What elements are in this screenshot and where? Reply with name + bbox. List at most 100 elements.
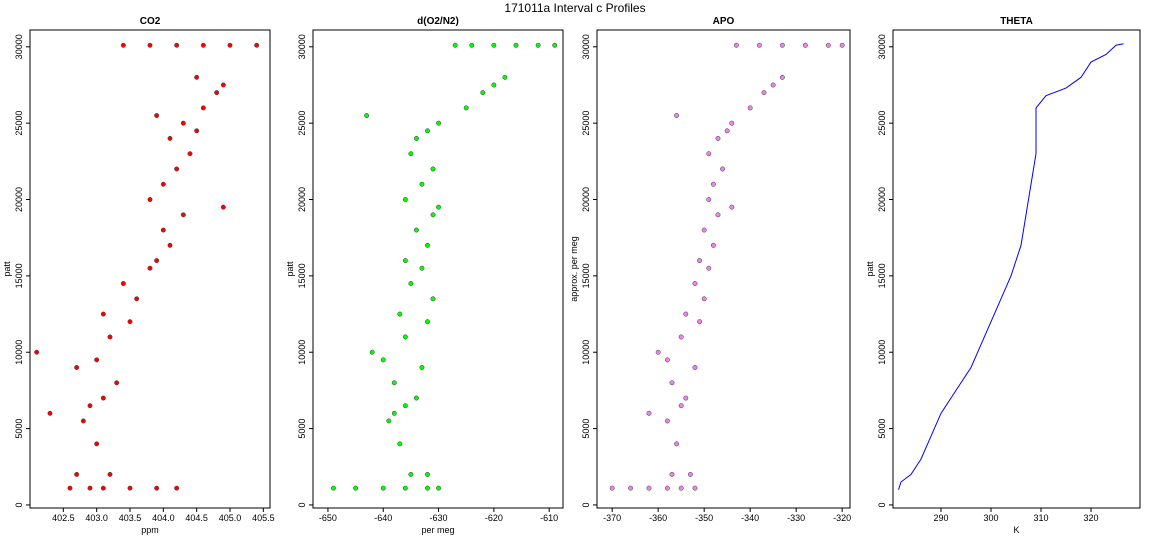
point [720, 166, 726, 172]
point [469, 42, 475, 48]
point [425, 242, 430, 248]
x-tick-label: -620 [485, 513, 503, 523]
point [729, 204, 735, 210]
y-tick-label: 30000 [297, 34, 307, 59]
point [100, 485, 106, 491]
point [107, 471, 113, 477]
y-tick-label: 25000 [877, 111, 887, 136]
y-axis-label: approx. per meg [569, 236, 579, 302]
point [167, 135, 173, 141]
x-tick-label: -650 [319, 513, 337, 523]
y-tick-label: 25000 [297, 111, 307, 136]
point [380, 357, 386, 363]
point [463, 105, 469, 111]
point [436, 204, 442, 210]
main-title: 171011a Interval c Profiles [504, 1, 645, 15]
x-tick-label: -350 [695, 513, 713, 523]
x-tick-label: -330 [787, 513, 805, 523]
y-tick-label: 5000 [877, 419, 887, 439]
panel-title: d(O2/N2) [417, 16, 459, 27]
point [552, 42, 558, 48]
point [609, 485, 615, 491]
x-tick-label: -360 [649, 513, 667, 523]
point [491, 82, 497, 88]
x-tick-label: 290 [933, 513, 948, 523]
point [397, 311, 403, 317]
point [664, 357, 670, 363]
point [706, 151, 712, 157]
point [669, 471, 675, 477]
y-tick-label: 20000 [581, 187, 591, 212]
y-tick-label: 15000 [297, 263, 307, 288]
x-tick-label: -370 [603, 513, 621, 523]
y-tick-label: 30000 [14, 34, 24, 59]
point [127, 485, 133, 491]
point [683, 311, 689, 317]
point [174, 485, 180, 491]
point [413, 135, 419, 141]
point [674, 441, 680, 447]
point [214, 90, 220, 96]
point [715, 212, 721, 218]
point [120, 42, 126, 48]
y-tick-label: 5000 [297, 419, 307, 439]
point [678, 334, 684, 340]
point [535, 42, 541, 48]
plot-frame [29, 29, 271, 509]
point [391, 380, 397, 386]
point [761, 90, 767, 96]
point [80, 418, 86, 424]
point [664, 485, 670, 491]
point [174, 166, 180, 172]
point [683, 395, 689, 401]
x-tick-label: 404.5 [185, 513, 208, 523]
y-tick-label: 20000 [14, 187, 24, 212]
point [369, 349, 375, 355]
point [408, 151, 414, 157]
y-tick-label: 20000 [297, 187, 307, 212]
point [364, 113, 370, 118]
point [779, 42, 785, 48]
point [107, 334, 113, 340]
point [692, 281, 698, 286]
point [254, 42, 260, 48]
point [353, 485, 359, 491]
point [697, 319, 703, 325]
point [655, 349, 661, 355]
point [402, 258, 408, 264]
point [825, 42, 831, 48]
point [160, 227, 166, 233]
point [646, 485, 652, 491]
point [425, 471, 430, 477]
point [674, 113, 680, 118]
point [692, 365, 698, 370]
y-tick-label: 25000 [14, 111, 24, 136]
point [154, 485, 160, 491]
point [380, 485, 386, 491]
point [114, 380, 120, 386]
point [402, 403, 408, 409]
point [47, 410, 53, 416]
point [402, 197, 408, 202]
point [220, 204, 226, 210]
y-tick-label: 10000 [877, 340, 887, 365]
point [391, 410, 397, 416]
point [194, 128, 200, 134]
point [756, 42, 762, 48]
point [802, 42, 808, 48]
x-tick-label: -640 [374, 513, 392, 523]
point [701, 296, 707, 302]
point [710, 181, 716, 187]
point [770, 82, 776, 88]
point [200, 42, 206, 48]
x-tick-label: -630 [430, 513, 448, 523]
point [94, 357, 100, 363]
point [147, 265, 153, 271]
plot-frame [312, 29, 564, 509]
point [187, 151, 193, 157]
point [408, 281, 414, 286]
point [678, 485, 684, 491]
x-tick-label: 405.5 [252, 513, 275, 523]
y-tick-label: 25000 [581, 111, 591, 136]
